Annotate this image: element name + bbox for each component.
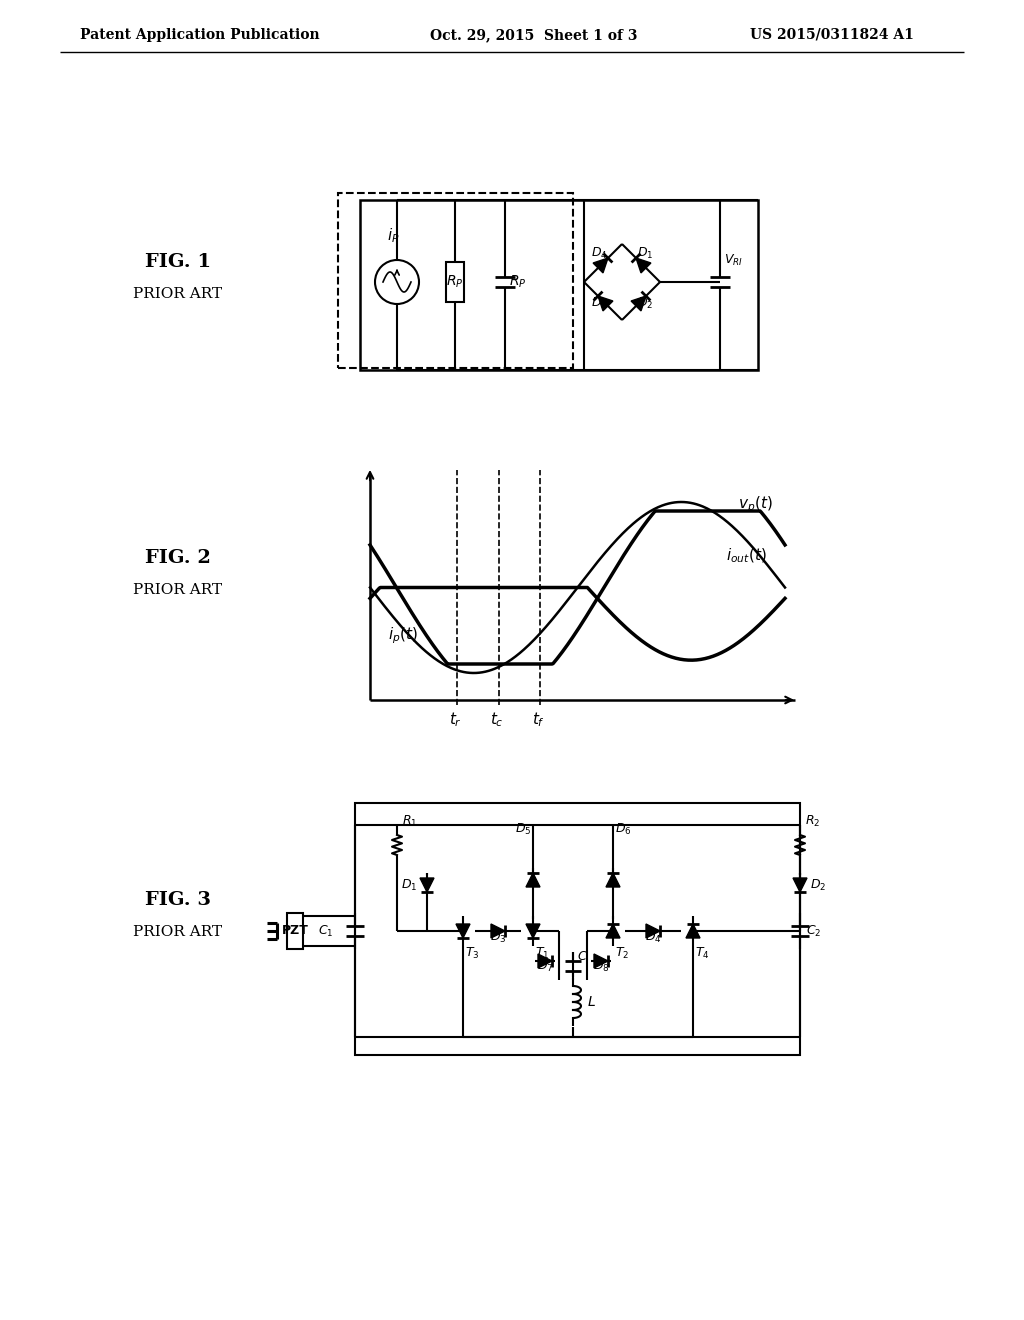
Text: $D_5$: $D_5$ [514,822,531,837]
Text: $D_3$: $D_3$ [489,929,506,945]
Polygon shape [594,954,608,968]
Bar [355,803,800,1055]
Text: $D_2$: $D_2$ [810,878,826,892]
Polygon shape [526,924,540,939]
Text: FIG. 1: FIG. 1 [145,253,211,271]
Polygon shape [606,873,620,887]
Text: $t_c$: $t_c$ [489,710,504,729]
Polygon shape [526,873,540,887]
Text: $D_6$: $D_6$ [615,822,632,837]
Polygon shape [793,878,807,892]
Text: $D_1$: $D_1$ [400,878,417,892]
Text: PRIOR ART: PRIOR ART [133,286,222,301]
Polygon shape [631,296,646,312]
Text: $R_P$: $R_P$ [509,273,526,290]
Text: $R_P$: $R_P$ [446,273,464,290]
Text: $D_4$: $D_4$ [645,929,662,945]
Polygon shape [593,257,608,273]
Text: $T_3$: $T_3$ [465,945,479,961]
Polygon shape [490,924,505,939]
Bar [360,201,758,370]
Text: $T_2$: $T_2$ [615,945,629,961]
Text: PZT: PZT [282,924,308,937]
Polygon shape [636,257,651,273]
Text: $L$: $L$ [587,995,596,1008]
Text: $t_f$: $t_f$ [531,710,545,729]
Text: $D_1$: $D_1$ [637,247,653,261]
Text: PRIOR ART: PRIOR ART [133,583,222,597]
Bar [338,193,573,368]
Text: $i_P$: $i_P$ [387,227,399,246]
Text: PRIOR ART: PRIOR ART [133,925,222,939]
Polygon shape [456,924,470,939]
Text: $v_p(t)$: $v_p(t)$ [737,495,772,515]
Text: US 2015/0311824 A1: US 2015/0311824 A1 [750,28,913,42]
Text: FIG. 3: FIG. 3 [145,891,211,909]
Text: Oct. 29, 2015  Sheet 1 of 3: Oct. 29, 2015 Sheet 1 of 3 [430,28,638,42]
Text: $i_p(t)$: $i_p(t)$ [388,626,418,645]
Polygon shape [598,296,613,312]
Text: $V_{RI}$: $V_{RI}$ [724,252,743,268]
Polygon shape [420,878,434,892]
Polygon shape [686,924,700,939]
Text: $D_8$: $D_8$ [593,958,609,974]
Text: $D_3$: $D_3$ [591,296,607,310]
Text: $T_1$: $T_1$ [535,945,549,961]
Text: $D_2$: $D_2$ [637,296,653,310]
Polygon shape [646,924,660,939]
Text: $D_7$: $D_7$ [537,958,553,974]
Text: $C_1$: $C_1$ [317,924,333,939]
Text: $i_{out}(t)$: $i_{out}(t)$ [726,546,767,565]
Bar [446,261,464,302]
Text: Patent Application Publication: Patent Application Publication [80,28,319,42]
Text: FIG. 2: FIG. 2 [145,549,211,568]
Text: $R_1$: $R_1$ [402,814,418,829]
Polygon shape [538,954,552,968]
Text: $D_4$: $D_4$ [591,247,607,261]
Text: $C_2$: $C_2$ [806,924,821,939]
Polygon shape [606,924,620,939]
Text: $t_r$: $t_r$ [449,710,462,729]
Text: $R_2$: $R_2$ [805,814,820,829]
Bar [287,913,303,949]
Text: $T_4$: $T_4$ [695,945,710,961]
Text: $C$: $C$ [577,949,588,962]
